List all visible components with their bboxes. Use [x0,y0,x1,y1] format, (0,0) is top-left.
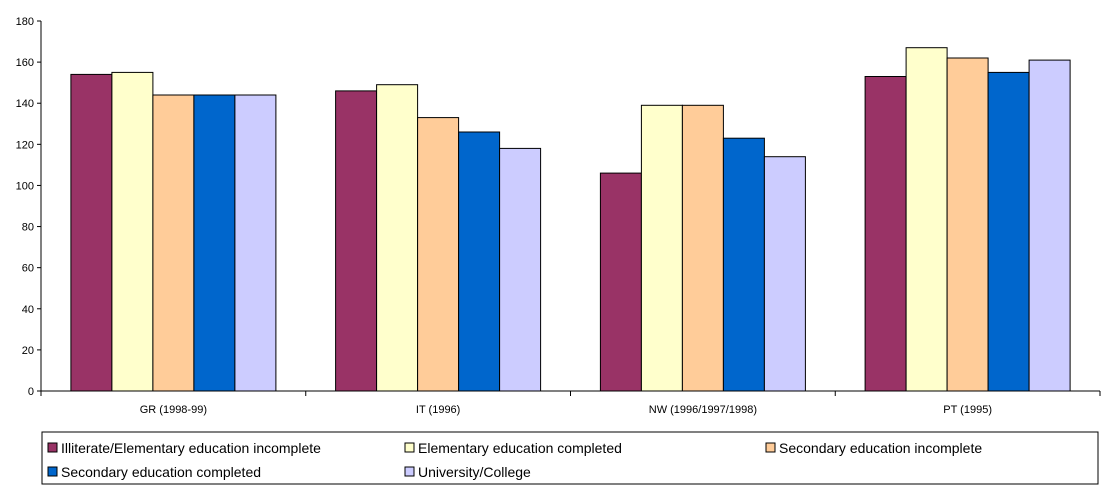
y-tick-label: 80 [22,222,34,234]
y-tick-label: 120 [16,139,34,151]
bar [152,94,195,392]
bar [722,137,765,392]
bar [946,57,989,392]
y-tick-label: 0 [28,386,34,398]
bar [111,71,154,392]
legend-label: Secondary education completed [61,464,261,480]
legend-label: Elementary education completed [418,440,622,456]
x-category-label: PT (1995) [943,404,992,416]
bar [681,104,724,392]
bar [417,117,460,392]
y-tick-label: 60 [22,263,34,275]
bar [1028,59,1071,392]
legend-label: Illiterate/Elementary education incomple… [61,440,321,456]
legend-swatch [404,466,415,477]
legend: Illiterate/Elementary education incomple… [41,431,1099,485]
legend-swatch [765,442,776,453]
x-category-label: IT (1996) [416,404,460,416]
bar [376,84,419,392]
bars-layer [70,47,1071,392]
y-tick-label: 40 [22,304,34,316]
bar [335,90,378,392]
legend-label: University/College [418,464,531,480]
bar [70,73,113,392]
bar [905,47,948,392]
legend-swatch [47,442,58,453]
bar [458,131,501,392]
legend-swatch [47,466,58,477]
bar [499,147,542,392]
legend-box [41,431,1099,485]
legend-label: Secondary education incomplete [779,440,982,456]
bar [234,94,277,392]
y-tick-label: 180 [16,16,34,28]
bar [599,172,642,392]
x-category-label: GR (1998-99) [140,404,207,416]
axes-layer: 0 20 40 60 80 100 120 140 160 180 GR (1998-99) IT (… [16,16,1101,416]
bar [864,76,907,392]
bar [193,94,236,392]
bar [987,71,1030,392]
y-tick-label: 20 [22,345,34,357]
y-tick-label: 160 [16,57,34,69]
legend-swatch [404,442,415,453]
y-tick-label: 140 [16,98,34,110]
y-tick-label: 100 [16,180,34,192]
x-category-label: NW (1996/1997/1998) [649,404,757,416]
bar [640,104,683,392]
bar [763,156,806,392]
